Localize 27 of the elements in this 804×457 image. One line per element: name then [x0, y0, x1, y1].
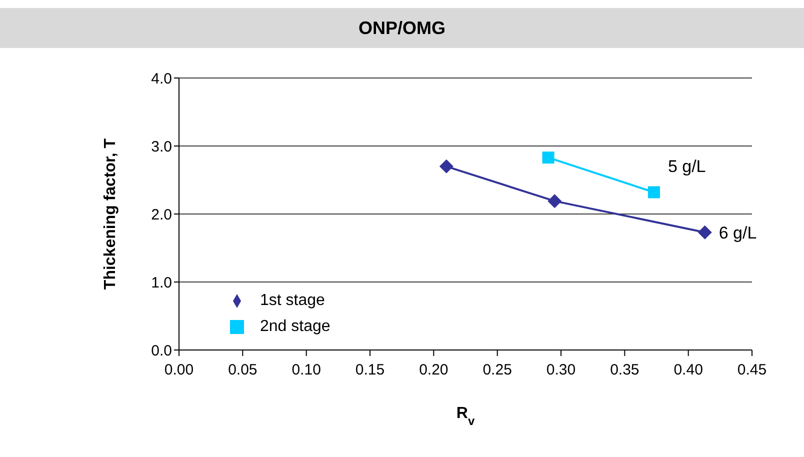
x-tick-label: 0.00: [164, 362, 194, 379]
y-tick-label: 1.0: [151, 274, 172, 292]
x-tick-label: 0.05: [228, 362, 258, 379]
x-tick-label: 0.25: [482, 362, 512, 379]
point: [698, 225, 712, 240]
x-axis-title: R$_{v}$: [456, 405, 475, 428]
x-tick-label: 0.45: [737, 362, 767, 379]
y-tick-label: 3.0: [151, 138, 172, 156]
point: [548, 194, 562, 208]
y-tick-label: 4.0: [151, 70, 172, 88]
x-tick-label: 0.20: [419, 362, 448, 379]
chart-title: ONP/OMG: [0, 8, 804, 48]
y-tick-label: 0.0: [151, 342, 172, 360]
point: [439, 159, 454, 174]
x-tick-label: 0.40: [674, 362, 703, 379]
point: [648, 186, 660, 198]
point: [542, 152, 554, 164]
y-axis-title: Thickening factor, T: [102, 138, 119, 290]
legend-label: 1st stage: [260, 292, 325, 309]
x-tick-label: 0.35: [610, 362, 640, 379]
x-tick-label: 0.15: [355, 362, 385, 379]
x-tick-label: 0.30: [546, 362, 576, 379]
annotation: 6 g/L: [718, 223, 757, 242]
y-tick-label: 2.0: [151, 206, 172, 224]
x-tick-label: 0.10: [292, 362, 321, 379]
legend-label: 2nd stage: [260, 318, 330, 335]
annotation: 5 g/L: [668, 157, 706, 176]
